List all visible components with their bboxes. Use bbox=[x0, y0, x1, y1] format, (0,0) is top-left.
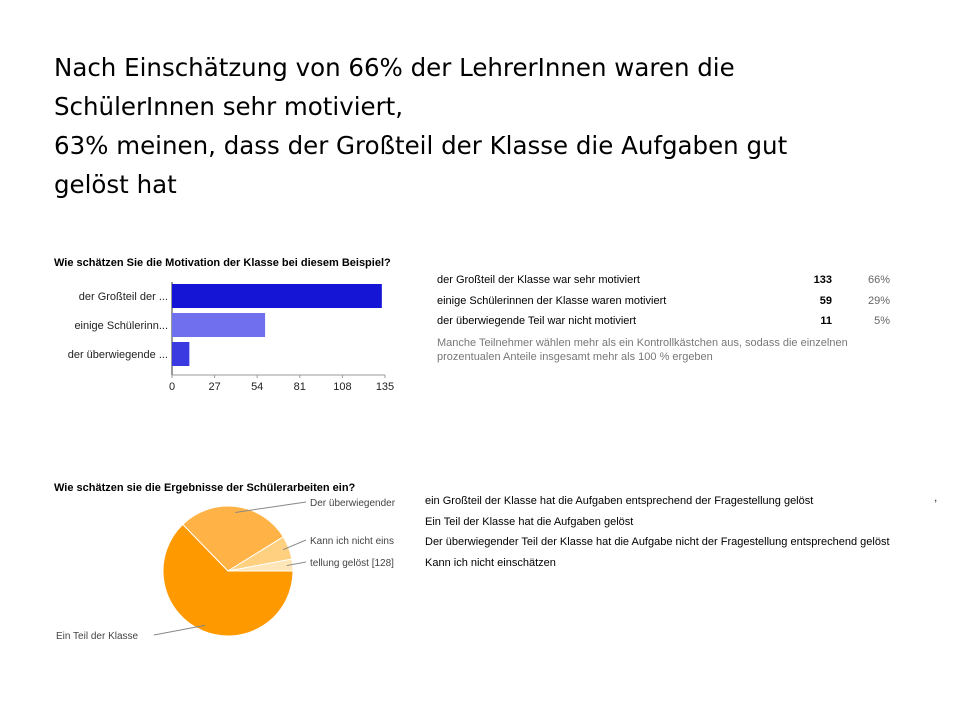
pie-slice bbox=[227, 558, 294, 572]
headline-line-3: 63% meinen, dass der Großteil der Klasse… bbox=[54, 131, 788, 160]
stats-row-count: 11 bbox=[820, 315, 832, 327]
bar bbox=[172, 284, 382, 308]
x-tick-label: 27 bbox=[208, 381, 220, 393]
stats-row: einige Schülerinnen der Klasse waren mot… bbox=[437, 293, 892, 314]
pie-legend: ein Großteil der Klasse hat die Aufgaben… bbox=[425, 493, 890, 575]
stats-row: der überwiegende Teil war nicht motivier… bbox=[437, 313, 892, 334]
stats-note: Manche Teilnehmer wählen mehr als ein Ko… bbox=[437, 336, 848, 363]
pie-callout-line bbox=[153, 624, 206, 636]
headline-line-1: Nach Einschätzung von 66% der LehrerInne… bbox=[54, 53, 735, 82]
pie-chart: Ein Teil der Klasse Der überwiegender Kann… bbox=[56, 498, 396, 642]
headline-line-2: SchülerInnen sehr motiviert, bbox=[54, 92, 404, 121]
pie-legend-item: Der überwiegender Teil der Klasse hat di… bbox=[425, 536, 890, 548]
stats-row-percent: 29% bbox=[867, 294, 890, 307]
pie-callout-label: Kann ich nicht eins bbox=[310, 536, 394, 547]
headline: Nach Einschätzung von 66% der LehrerInne… bbox=[54, 48, 934, 204]
headline-line-4: gelöst hat bbox=[54, 170, 177, 199]
pie-slice bbox=[182, 505, 284, 572]
stray-mark: , bbox=[934, 490, 938, 504]
bar bbox=[172, 313, 266, 337]
bar bbox=[172, 342, 190, 366]
pie-callout-label: Der überwiegender bbox=[310, 498, 396, 509]
category-label: der Großteil der ... bbox=[79, 291, 168, 303]
pie-slice bbox=[162, 523, 294, 637]
pie-callout-line bbox=[286, 561, 307, 567]
bar-chart-stats-table: der Großteil der Klasse war sehr motivie… bbox=[437, 272, 892, 364]
stats-row-percent: 66% bbox=[867, 274, 890, 286]
stats-row-label: einige Schülerinnen der Klasse waren mot… bbox=[437, 294, 667, 307]
bar-chart-title: Wie schätzen Sie die Motivation der Klas… bbox=[54, 257, 391, 269]
category-label: einige Schülerinn... bbox=[74, 320, 168, 332]
pie-callout-line bbox=[282, 539, 307, 551]
stats-row-percent: 5% bbox=[874, 315, 890, 327]
x-tick-label: 135 bbox=[376, 381, 394, 393]
x-tick-label: 54 bbox=[251, 381, 263, 393]
pie-callout-line bbox=[235, 501, 307, 513]
x-tick-label: 81 bbox=[294, 381, 306, 393]
category-label: der überwiegende ... bbox=[68, 349, 168, 361]
stats-row-count: 133 bbox=[813, 274, 832, 286]
pie-chart-title: Wie schätzen sie die Ergebnisse der Schü… bbox=[54, 482, 356, 494]
stats-row-count: 59 bbox=[819, 294, 832, 307]
x-tick-label: 108 bbox=[333, 381, 351, 393]
pie-legend-item: Kann ich nicht einschätzen bbox=[425, 556, 556, 569]
pie-legend-item: ein Großteil der Klasse hat die Aufgaben… bbox=[425, 495, 814, 507]
pie-callout-label: tellung gelöst [128] bbox=[310, 558, 394, 569]
pie-legend-item: Ein Teil der Klasse hat die Aufgaben gel… bbox=[425, 515, 634, 528]
stats-row-label: der Großteil der Klasse war sehr motivie… bbox=[437, 274, 640, 286]
stats-row-label: der überwiegende Teil war nicht motivier… bbox=[437, 315, 637, 327]
x-tick-label: 0 bbox=[169, 381, 175, 393]
bar-chart: der Großteil der ... einige Schülerinn...… bbox=[68, 282, 394, 393]
pie-callout-label: Ein Teil der Klasse bbox=[56, 631, 139, 642]
stats-row: der Großteil der Klasse war sehr motivie… bbox=[437, 272, 892, 293]
